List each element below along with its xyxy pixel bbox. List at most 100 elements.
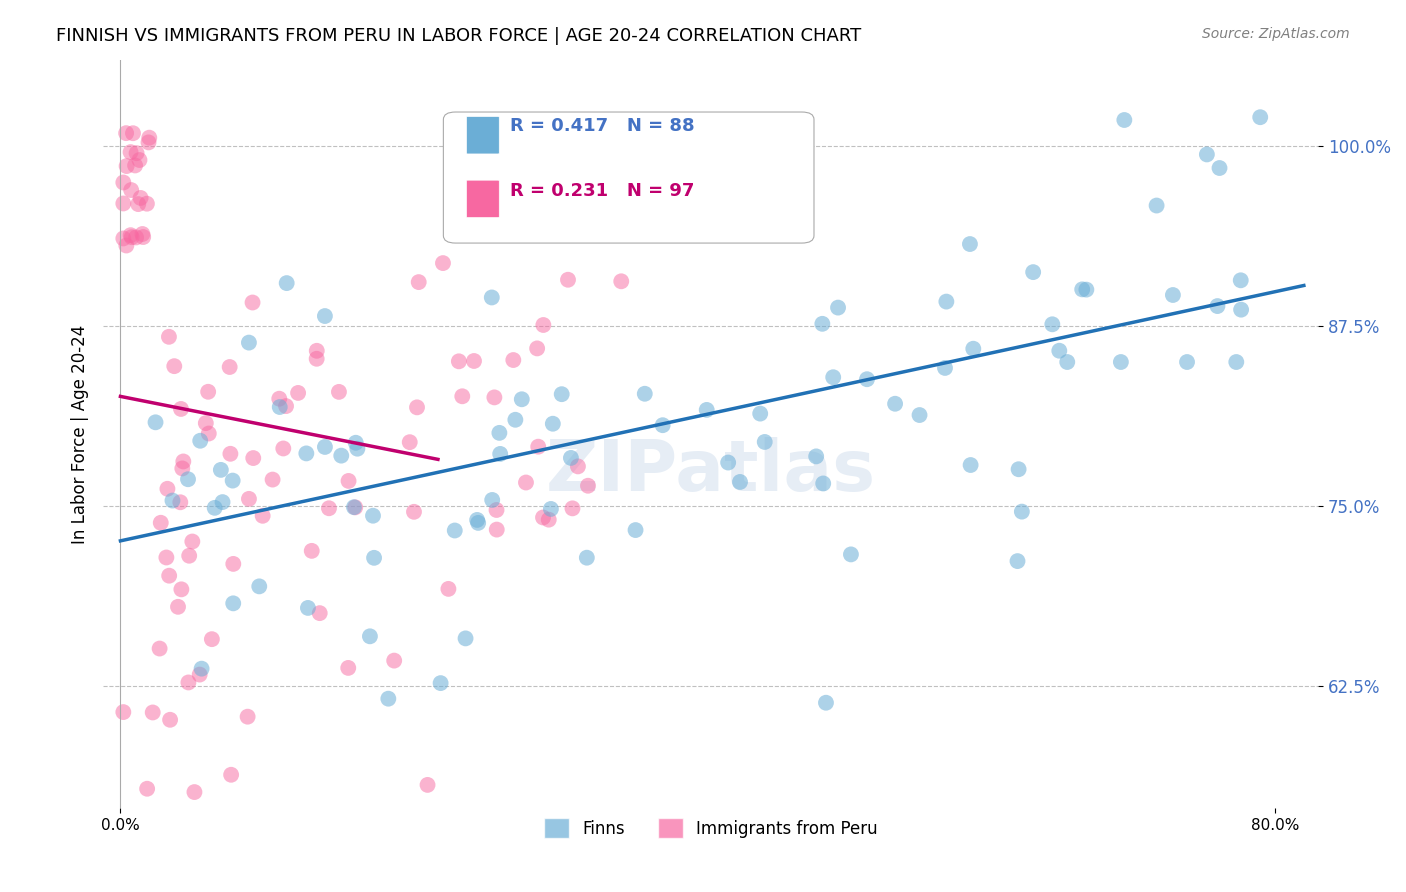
- Point: [135, 196, 157, 211]
- Point: [624, 523, 647, 537]
- Point: [1109, 355, 1132, 369]
- Point: [238, 335, 260, 350]
- Point: [145, 415, 167, 429]
- Point: [128, 153, 150, 167]
- Point: [541, 417, 564, 431]
- Point: [1114, 113, 1136, 128]
- Point: [567, 459, 589, 474]
- Point: [361, 508, 384, 523]
- Point: [162, 493, 184, 508]
- Text: ZIPatlas: ZIPatlas: [546, 437, 876, 506]
- Point: [839, 548, 862, 562]
- Point: [115, 159, 138, 173]
- Point: [489, 447, 512, 461]
- Point: [754, 434, 776, 449]
- Point: [1022, 265, 1045, 279]
- Point: [169, 495, 191, 509]
- Point: [484, 391, 506, 405]
- Point: [1230, 302, 1253, 317]
- Point: [297, 601, 319, 615]
- Point: [557, 273, 579, 287]
- Point: [219, 768, 242, 782]
- Point: [242, 295, 264, 310]
- Point: [447, 354, 470, 368]
- Point: [804, 450, 827, 464]
- Point: [221, 474, 243, 488]
- Point: [328, 384, 350, 399]
- Point: [1161, 288, 1184, 302]
- Point: [1071, 282, 1094, 296]
- Point: [197, 426, 219, 441]
- Point: [271, 442, 294, 456]
- Point: [142, 706, 165, 720]
- FancyBboxPatch shape: [443, 112, 814, 243]
- Point: [576, 479, 599, 493]
- Point: [129, 191, 152, 205]
- Point: [125, 146, 148, 161]
- Point: [1040, 318, 1063, 332]
- Point: [634, 386, 657, 401]
- Point: [222, 596, 245, 610]
- Point: [163, 359, 186, 373]
- Point: [485, 523, 508, 537]
- Point: [209, 463, 232, 477]
- Point: [1011, 505, 1033, 519]
- Point: [120, 145, 142, 160]
- Point: [115, 238, 138, 252]
- Point: [149, 641, 172, 656]
- Text: Source: ZipAtlas.com: Source: ZipAtlas.com: [1202, 27, 1350, 41]
- Y-axis label: In Labor Force | Age 20-24: In Labor Force | Age 20-24: [72, 325, 89, 543]
- Point: [295, 446, 318, 460]
- Point: [167, 599, 190, 614]
- Point: [696, 403, 718, 417]
- Text: R = 0.417   N = 88: R = 0.417 N = 88: [510, 117, 695, 135]
- Point: [177, 472, 200, 486]
- Point: [343, 500, 366, 515]
- Point: [276, 276, 298, 290]
- Point: [408, 275, 430, 289]
- Point: [252, 508, 274, 523]
- Legend: Finns, Immigrants from Peru: Finns, Immigrants from Peru: [537, 812, 884, 845]
- Point: [1206, 299, 1229, 313]
- Point: [172, 454, 194, 468]
- Point: [183, 785, 205, 799]
- Point: [1195, 147, 1218, 161]
- Point: [359, 629, 381, 643]
- Point: [856, 372, 879, 386]
- Point: [811, 476, 834, 491]
- Point: [502, 353, 524, 368]
- Point: [121, 230, 143, 244]
- Point: [269, 400, 291, 414]
- Point: [155, 550, 177, 565]
- Point: [527, 440, 550, 454]
- Point: [1007, 462, 1029, 476]
- Point: [305, 351, 328, 366]
- Point: [197, 384, 219, 399]
- Point: [402, 505, 425, 519]
- Point: [344, 435, 367, 450]
- Point: [262, 473, 284, 487]
- Point: [481, 492, 503, 507]
- Point: [560, 450, 582, 465]
- Point: [575, 550, 598, 565]
- Point: [337, 661, 360, 675]
- Point: [1146, 198, 1168, 212]
- Point: [179, 549, 201, 563]
- Point: [219, 447, 242, 461]
- Point: [510, 392, 533, 407]
- FancyBboxPatch shape: [467, 117, 499, 154]
- Point: [112, 176, 135, 190]
- Point: [485, 503, 508, 517]
- Point: [346, 442, 368, 456]
- Point: [505, 208, 527, 222]
- Point: [211, 495, 233, 509]
- FancyBboxPatch shape: [467, 180, 499, 218]
- Point: [269, 392, 291, 406]
- Point: [1208, 161, 1230, 175]
- Text: R = 0.231   N = 97: R = 0.231 N = 97: [510, 182, 695, 200]
- Text: FINNISH VS IMMIGRANTS FROM PERU IN LABOR FORCE | AGE 20-24 CORRELATION CHART: FINNISH VS IMMIGRANTS FROM PERU IN LABOR…: [56, 27, 862, 45]
- Point: [247, 579, 270, 593]
- Point: [120, 228, 142, 243]
- Point: [122, 126, 145, 140]
- Point: [112, 705, 135, 719]
